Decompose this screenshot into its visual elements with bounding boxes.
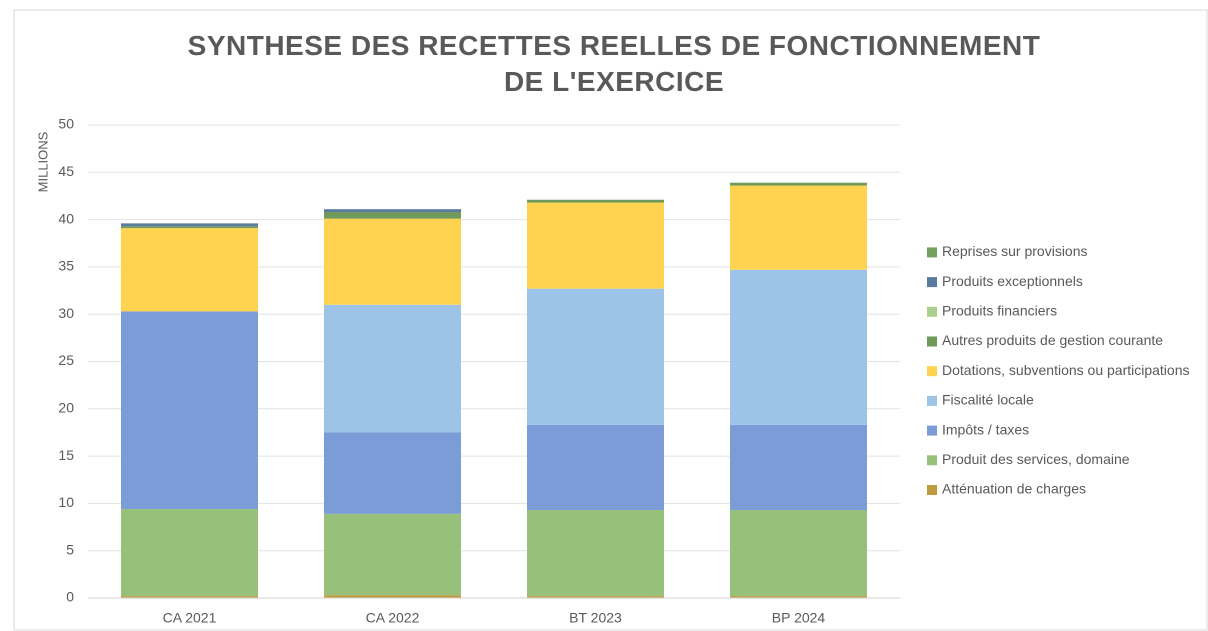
legend-label: Autres produits de gestion courante bbox=[942, 332, 1163, 348]
legend-swatch bbox=[927, 485, 937, 495]
bar-segment bbox=[527, 199, 664, 203]
bar-segment bbox=[527, 510, 664, 597]
bar-segment bbox=[121, 509, 258, 597]
y-tick-label: 20 bbox=[58, 400, 74, 416]
legend-label: Produits financiers bbox=[942, 303, 1057, 319]
frame bbox=[13, 9, 1208, 631]
legend-label: Produits exceptionnels bbox=[942, 273, 1083, 289]
bar-segment bbox=[324, 513, 461, 596]
legend-label: Atténuation de charges bbox=[942, 481, 1086, 497]
legend-label: Fiscalité locale bbox=[942, 392, 1034, 408]
bar-segment bbox=[121, 596, 258, 598]
legend-swatch bbox=[927, 306, 937, 317]
bar-segment bbox=[121, 228, 258, 312]
x-tick-label: CA 2022 bbox=[366, 610, 420, 626]
bar-segment bbox=[324, 218, 461, 305]
bar-segment bbox=[324, 304, 461, 433]
y-axis-label: MILLIONS bbox=[35, 131, 50, 192]
y-tick-label: 15 bbox=[58, 447, 74, 463]
bar-segment bbox=[324, 209, 461, 213]
legend-swatch bbox=[927, 366, 937, 377]
legend-swatch bbox=[927, 336, 937, 347]
y-tick-label: 35 bbox=[58, 258, 74, 274]
legend-swatch bbox=[927, 277, 937, 288]
y-tick-label: 25 bbox=[58, 352, 74, 368]
chart-title: SYNTHESE DES RECETTES REELLES DE FONCTIO… bbox=[187, 30, 1041, 97]
y-tick-label: 40 bbox=[58, 210, 74, 226]
legend-swatch bbox=[927, 247, 937, 258]
bar-segment bbox=[730, 596, 867, 598]
bar-segment bbox=[121, 311, 258, 510]
legend-swatch bbox=[927, 425, 937, 436]
legend-label: Reprises sur provisions bbox=[942, 243, 1088, 259]
bar-segment bbox=[730, 182, 867, 186]
bar-segment bbox=[730, 185, 867, 270]
y-tick-label: 5 bbox=[66, 541, 74, 557]
x-tick-label: BP 2024 bbox=[772, 610, 826, 626]
y-tick-label: 30 bbox=[58, 305, 74, 321]
y-tick-label: 45 bbox=[58, 163, 74, 179]
bar-segment bbox=[527, 202, 664, 289]
bar-segment bbox=[324, 595, 461, 598]
legend-label: Produit des services, domaine bbox=[942, 451, 1130, 467]
legend-swatch bbox=[927, 395, 937, 406]
bar-segment bbox=[121, 223, 258, 227]
y-tick-label: 50 bbox=[58, 116, 74, 132]
bar-segment bbox=[730, 269, 867, 425]
bar-segment bbox=[730, 510, 867, 597]
bar-segment bbox=[527, 288, 664, 425]
bar-segment bbox=[527, 424, 664, 511]
legend-label: Dotations, subventions ou participations bbox=[942, 362, 1189, 378]
bar-segment bbox=[121, 226, 258, 229]
bar-segment bbox=[730, 424, 867, 511]
bar-segment bbox=[324, 432, 461, 514]
x-tick-label: BT 2023 bbox=[569, 610, 622, 626]
legend-label: Impôts / taxes bbox=[942, 421, 1029, 437]
y-tick-label: 10 bbox=[58, 494, 74, 510]
y-tick-label: 0 bbox=[66, 589, 74, 605]
bar-segment bbox=[324, 212, 461, 219]
x-tick-label: CA 2021 bbox=[163, 610, 217, 626]
legend-swatch bbox=[927, 455, 937, 466]
bar-segment bbox=[527, 596, 664, 598]
